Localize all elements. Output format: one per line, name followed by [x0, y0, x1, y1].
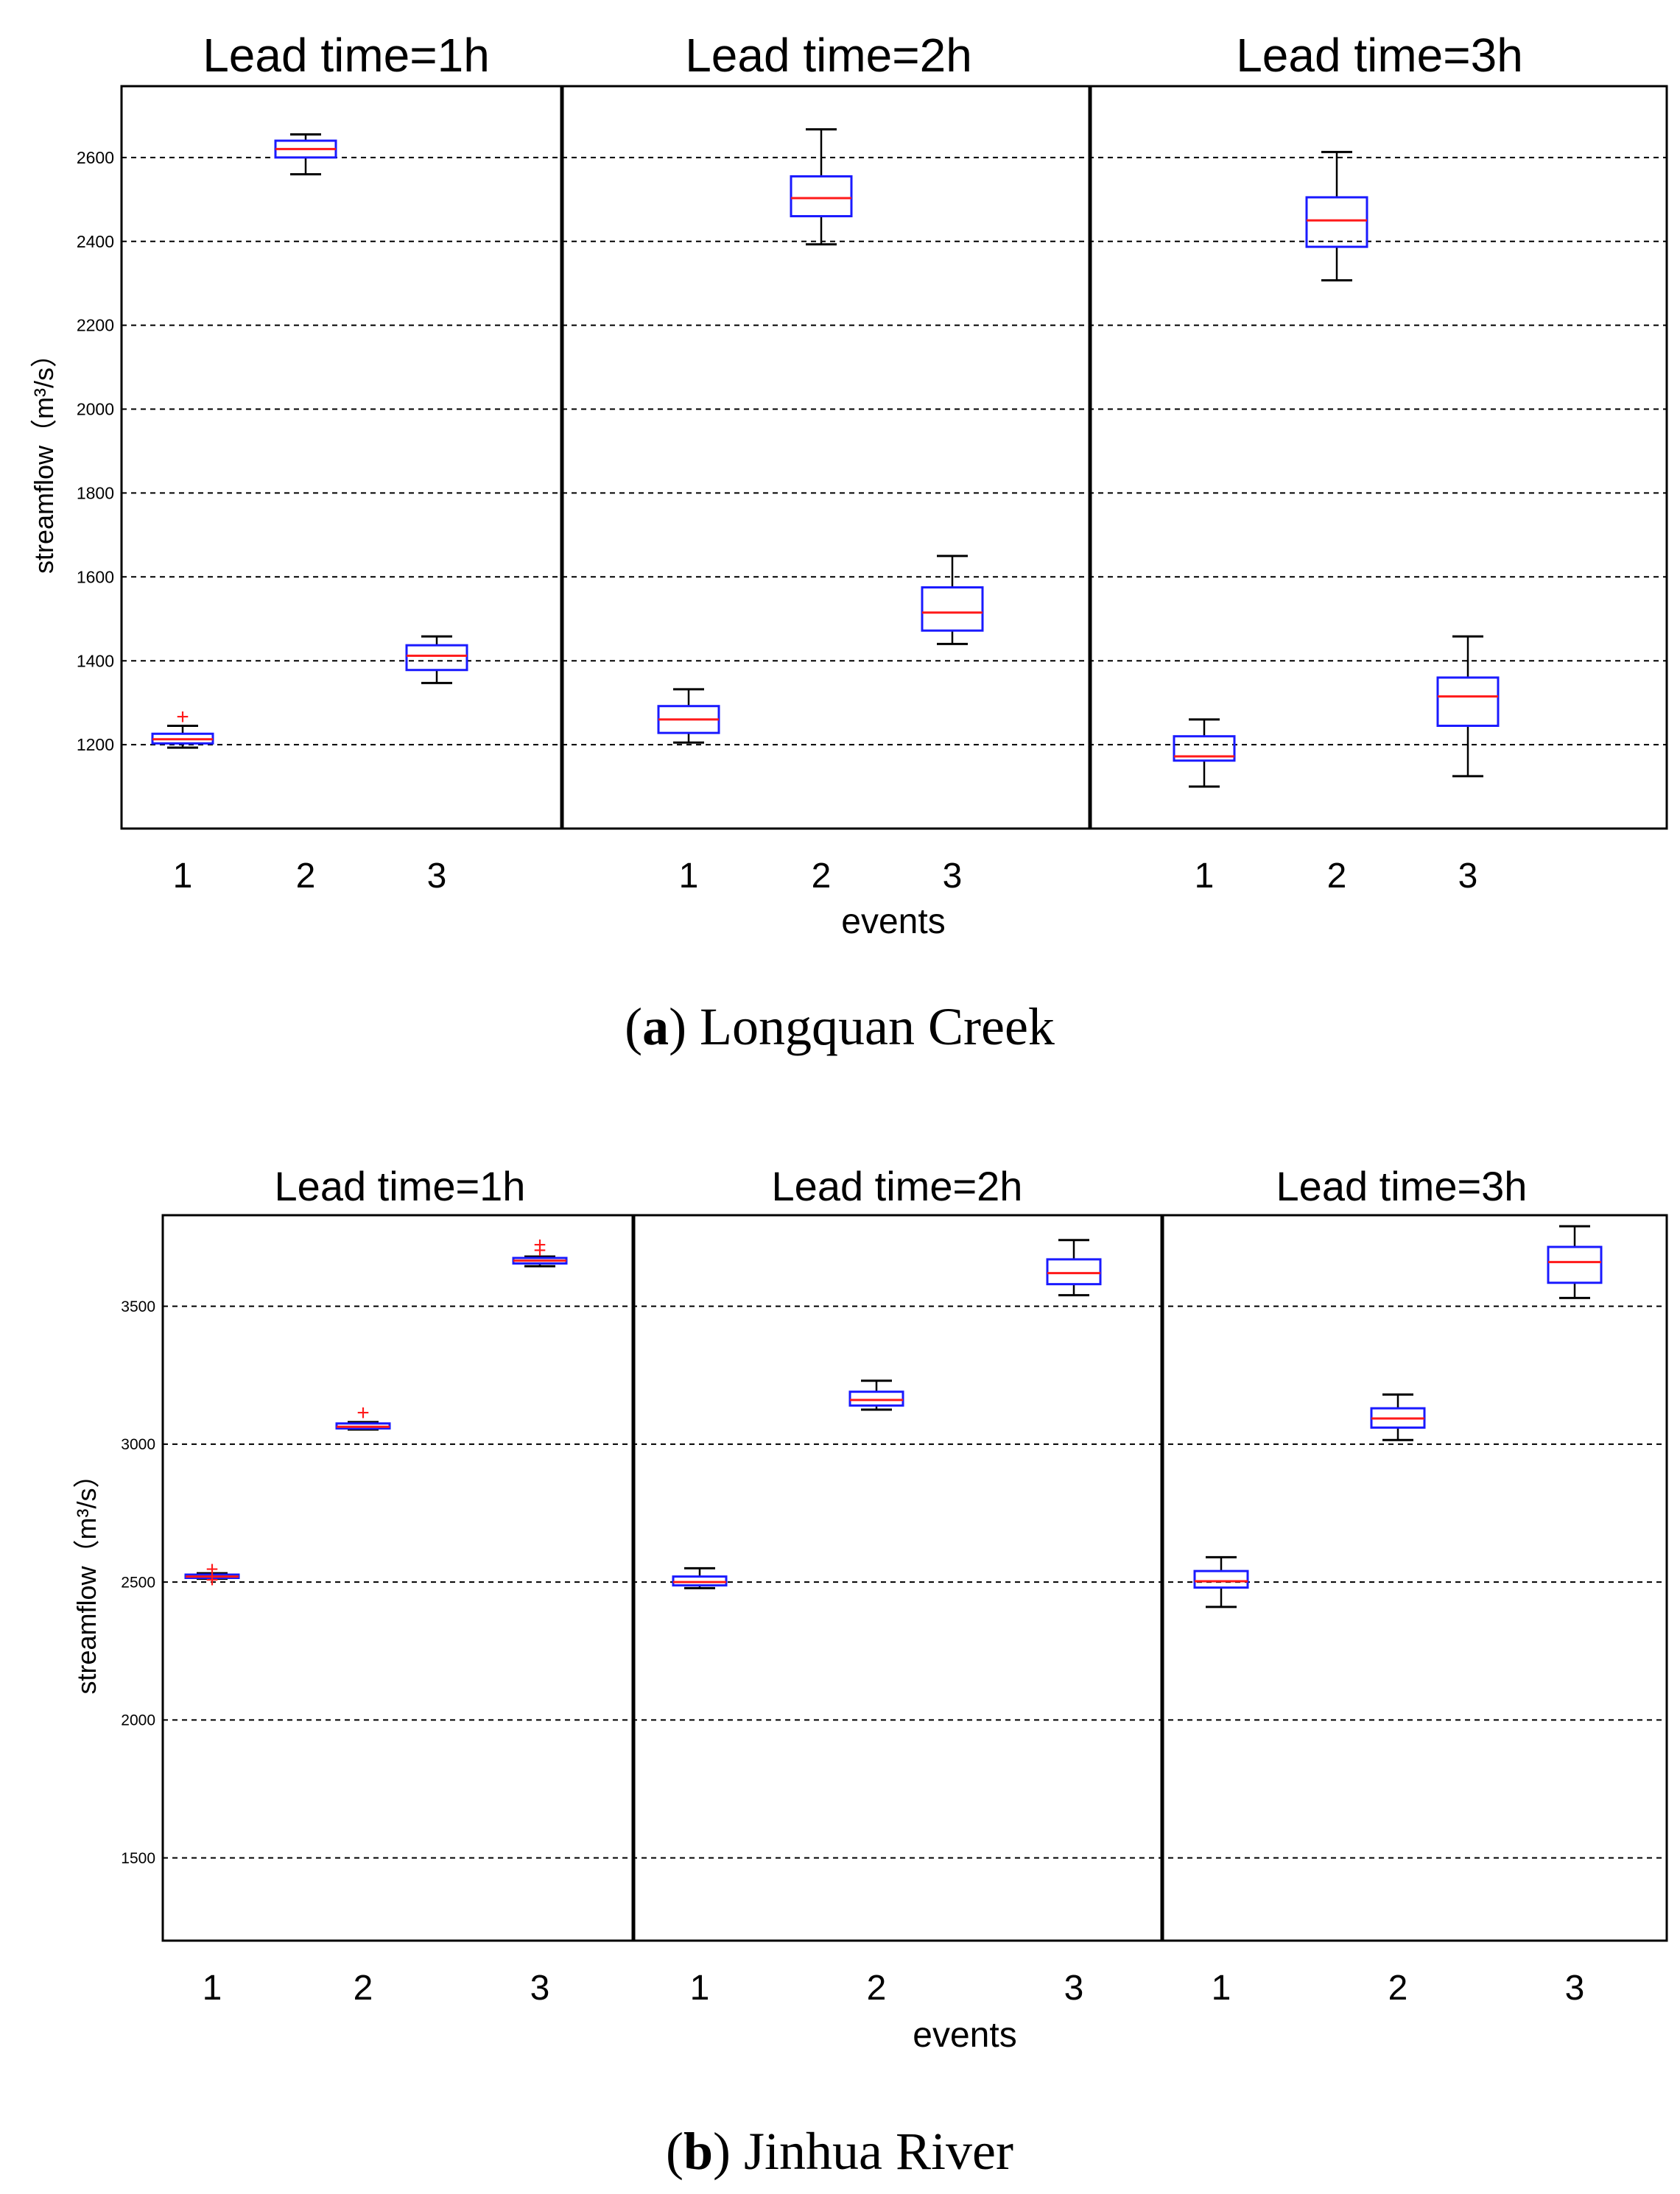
- outlier-marker: +: [205, 1568, 219, 1592]
- iqr-box: [1193, 1569, 1249, 1589]
- panel-title: Lead time=1h: [275, 1163, 526, 1209]
- box-event-1: [672, 1567, 728, 1589]
- y-tick-label: 2200: [77, 316, 114, 335]
- box-event-1: [1193, 1555, 1249, 1608]
- x-tick-label: 2: [1327, 857, 1347, 896]
- box-event-1: [657, 688, 720, 744]
- x-tick-label: 2: [812, 857, 832, 896]
- y-tick-label: 1600: [77, 567, 114, 586]
- iqr-box: [1046, 1258, 1102, 1286]
- boxplot-figure-b: 1500 2000 2500 3000 3500 streamflow（m³/s） even…: [71, 1163, 1668, 2181]
- x-tick-label: 1: [1195, 857, 1215, 896]
- y-tick-label: 3500: [121, 1298, 155, 1315]
- x-tick-label: 2: [1388, 1969, 1408, 2008]
- iqr-box: [790, 175, 853, 218]
- iqr-box: [921, 586, 984, 632]
- x-tick-label: 3: [1565, 1969, 1585, 2008]
- x-tick-label: 1: [173, 857, 193, 896]
- panel-title: Lead time=3h: [1276, 1163, 1528, 1209]
- x-tick-label: 3: [1064, 1969, 1084, 2008]
- y-axis-label: streamflow（m³/s）: [71, 1461, 102, 1694]
- x-tick-label: 1: [1212, 1969, 1231, 2008]
- panel-title: Lead time=3h: [1236, 29, 1523, 82]
- y-tick-label: 2000: [121, 1712, 155, 1729]
- y-tick-label: 2400: [77, 232, 114, 251]
- outlier-marker: +: [533, 1233, 546, 1257]
- panel-title: Lead time=2h: [772, 1163, 1023, 1209]
- x-tick-label: 3: [530, 1969, 550, 2008]
- box-event-1: [1173, 718, 1236, 788]
- panel-title: Lead time=1h: [203, 29, 490, 82]
- outlier-marker: +: [176, 705, 189, 729]
- iqr-box: [1547, 1245, 1603, 1284]
- boxplot-figure-a: 1200 1400 1600 1800 2000 2200 2400 2600 streamfl…: [29, 29, 1668, 1056]
- x-tick-label: 2: [296, 857, 316, 896]
- figure-caption: (a) Longquan Creek: [625, 997, 1055, 1056]
- y-tick-label: 2000: [77, 400, 114, 419]
- box-event-3: [921, 555, 984, 645]
- y-tick-label: 1400: [77, 651, 114, 670]
- outlier-marker: +: [356, 1401, 370, 1425]
- box-event-2: [1370, 1393, 1426, 1441]
- box-event-3: [1046, 1239, 1102, 1297]
- x-tick-label: 2: [867, 1969, 887, 2008]
- y-tick-label: 3000: [121, 1436, 155, 1453]
- x-axis-label: events: [913, 2016, 1016, 2055]
- caption-text: ) Jinhua River: [713, 2122, 1013, 2181]
- x-tick-label: 2: [354, 1969, 373, 2008]
- y-tick-label: 1500: [121, 1850, 155, 1867]
- box-event-2: [1305, 150, 1368, 282]
- figure-caption: (b) Jinhua River: [666, 2122, 1013, 2181]
- panel-title: Lead time=2h: [685, 29, 972, 82]
- caption-letter: b: [683, 2122, 713, 2181]
- box-event-2: [790, 128, 853, 246]
- y-axis-label: streamflow（m³/s）: [29, 341, 59, 574]
- x-tick-label: 3: [427, 857, 447, 896]
- box-event-2: [848, 1379, 904, 1411]
- x-axis-label: events: [841, 902, 945, 941]
- plot-frame: [161, 1214, 1668, 1942]
- y-tick-label: 2500: [121, 1574, 155, 1591]
- x-tick-label: 1: [203, 1969, 222, 2008]
- y-tick-label: 1200: [77, 735, 114, 754]
- box-event-3: ++: [512, 1233, 568, 1267]
- iqr-box: [848, 1390, 904, 1407]
- outlier-marker: +: [533, 1239, 546, 1263]
- caption-prefix: (: [625, 997, 642, 1056]
- box-event-2: +: [335, 1401, 391, 1431]
- y-tick-label: 2600: [77, 148, 114, 167]
- caption-text: ) Longquan Creek: [669, 997, 1055, 1056]
- outlier-marker: +: [205, 1557, 219, 1581]
- box-event-1: ++: [184, 1557, 240, 1592]
- box-event-2: [274, 133, 337, 176]
- plot-frame: [120, 85, 1668, 830]
- iqr-box: [405, 644, 468, 672]
- box-event-3: [405, 635, 468, 684]
- x-tick-label: 1: [679, 857, 699, 896]
- caption-letter: a: [642, 997, 669, 1056]
- x-tick-label: 3: [943, 857, 963, 896]
- box-event-3: [1547, 1225, 1603, 1299]
- iqr-box: [1305, 196, 1368, 248]
- box-event-1: +: [151, 705, 214, 749]
- x-tick-label: 3: [1458, 857, 1478, 896]
- caption-prefix: (: [666, 2122, 683, 2181]
- x-tick-label: 1: [690, 1969, 710, 2008]
- iqr-box: [1436, 676, 1500, 727]
- box-event-3: [1436, 635, 1500, 778]
- iqr-box: [1173, 735, 1236, 762]
- y-tick-label: 1800: [77, 483, 114, 502]
